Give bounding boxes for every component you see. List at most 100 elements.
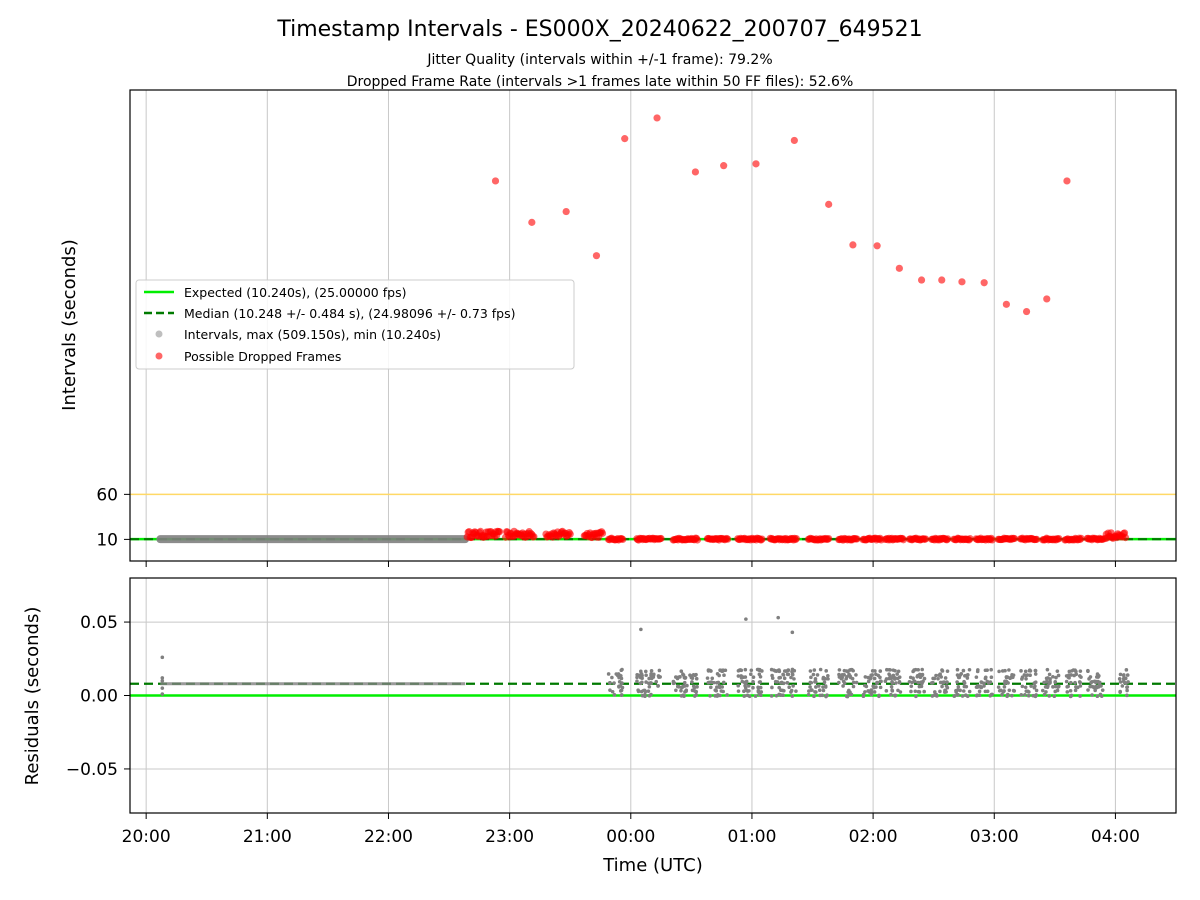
residual-point-cluster-11 [938,689,942,694]
residual-point-cluster-6 [814,685,818,689]
residual-point-cluster-11 [941,680,946,685]
residual-point-cluster-10 [915,673,920,678]
top-plot-frame [129,89,1177,562]
residual-point-cluster-5 [791,684,795,688]
residual-point-cluster-0 [618,689,623,693]
residual-point-cluster-6 [821,675,826,680]
residual-point-cluster-18 [1092,679,1097,684]
residual-point-cluster-5 [790,672,795,677]
legend-intervals-label: Intervals, max (509.150s), min (10.240s) [184,327,441,342]
residual-point-cluster-12 [960,694,965,698]
residual-point-cluster-1 [643,669,648,674]
residual-point-cluster-3 [710,676,715,681]
residual-point-cluster-5 [790,667,795,672]
residual-point-cluster-9 [897,680,902,685]
residual-point-cluster-17 [1069,680,1073,685]
residual-point-cluster-12 [962,681,967,685]
residual-point-cluster-13 [982,681,986,686]
residual-point-cluster-2 [674,688,678,693]
residual-point-cluster-17 [1074,685,1078,689]
x-tick-label-2: 22:00 [364,827,413,847]
residual-point-cluster-15 [1020,675,1025,680]
residual-point-cluster-17 [1073,688,1078,693]
residual-point-cluster-19 [1124,681,1128,685]
dropped-frame-point-cluster-20 [1055,534,1063,543]
residual-point-cluster-7 [854,673,858,677]
residual-point-cluster-3 [708,694,712,698]
residual-point-cluster-12 [961,689,966,693]
residual-point-cluster-6 [812,668,817,672]
residual-point-cluster-9 [889,676,893,681]
residual-point-cluster-2 [682,675,687,680]
residual-point-cluster-11 [945,669,950,673]
top-plot-grid [145,90,1116,561]
residual-point-cluster-15 [1033,672,1038,676]
bottom-plot-points [160,615,1130,699]
residual-point-cluster-15 [1024,677,1028,681]
residual-point-cluster-19 [1125,688,1129,693]
residual-point-cluster-17 [1074,672,1079,677]
residual-point-cluster-5 [769,694,774,698]
residual-point-cluster-18 [1099,694,1104,698]
residual-point-cluster-1 [649,672,653,676]
residual-point-cluster-2 [685,683,689,688]
residual-point-cluster-2 [676,675,681,679]
residual-point-cluster-8 [878,675,882,680]
residual-point-cluster-0 [610,675,614,680]
residual-point-cluster-2 [681,672,685,677]
dropped-frame-outlier-8 [752,160,760,168]
residual-point-cluster-7 [837,672,841,677]
dropped-frame-outlier-4 [621,135,629,143]
residual-point-cluster-8 [872,676,877,681]
residual-point-cluster-8 [875,681,879,686]
residual-point-cluster-10 [911,669,915,674]
residual-point-cluster-18 [1097,674,1101,678]
residual-point-cluster-8 [874,672,878,677]
residual-point-cluster-10 [922,689,926,694]
x-tick-label-6: 02:00 [849,827,898,847]
residual-point-cluster-7 [841,679,846,684]
residual-point-cluster-5 [782,676,787,681]
residual-point-cluster-1 [636,673,641,677]
residual-point-cluster-4 [757,672,762,677]
residual-point-cluster-17 [1064,679,1069,684]
residual-point-cluster-6 [806,692,811,697]
residual-point-cluster-14 [1011,675,1015,680]
residual-point-cluster-7 [851,684,856,689]
residual-point-cluster-6 [813,680,817,684]
residual-point-cluster-6 [808,669,813,673]
residual-point-cluster-4 [751,680,755,684]
residual-point-cluster-14 [1003,679,1007,684]
residual-point-cluster-11 [940,684,944,689]
residual-point-cluster-13 [988,693,993,698]
residual-point-cluster-17 [1073,680,1077,685]
residual-outlier-2 [776,615,780,620]
residual-point-cluster-14 [999,688,1003,693]
residual-point-cluster-4 [755,667,760,672]
startup-residual-point-0 [160,655,165,660]
dropped-frame-point-cluster-16 [966,535,974,543]
residual-point-cluster-15 [1027,668,1032,673]
residual-point-cluster-16 [1045,667,1050,672]
dropped-frame-point-cluster-0 [495,528,504,536]
chart-title: Timestamp Intervals - ES000X_20240622_20… [276,17,922,42]
dropped-frame-point-cluster-9 [792,534,800,543]
residual-point-cluster-0 [617,679,622,684]
residual-point-cluster-5 [770,676,775,680]
residual-point-cluster-10 [913,689,918,694]
dropped-frame-outlier-10 [825,200,833,208]
residual-point-cluster-11 [932,690,937,694]
residual-point-cluster-13 [985,689,990,694]
dropped-frame-point-cluster-1 [530,533,538,541]
residual-point-cluster-3 [718,693,722,698]
residual-point-cluster-7 [851,680,856,685]
residual-point-cluster-14 [1007,668,1011,672]
residual-point-cluster-11 [944,684,949,688]
dropped-frame-outlier-1 [528,218,536,226]
residual-point-cluster-17 [1078,680,1082,685]
bottom-plot-reference-lines [130,682,1176,697]
residual-point-cluster-4 [756,689,761,694]
dropped-frame-outlier-14 [917,276,926,284]
residual-point-cluster-15 [1031,693,1036,698]
residual-point-cluster-2 [683,690,687,694]
